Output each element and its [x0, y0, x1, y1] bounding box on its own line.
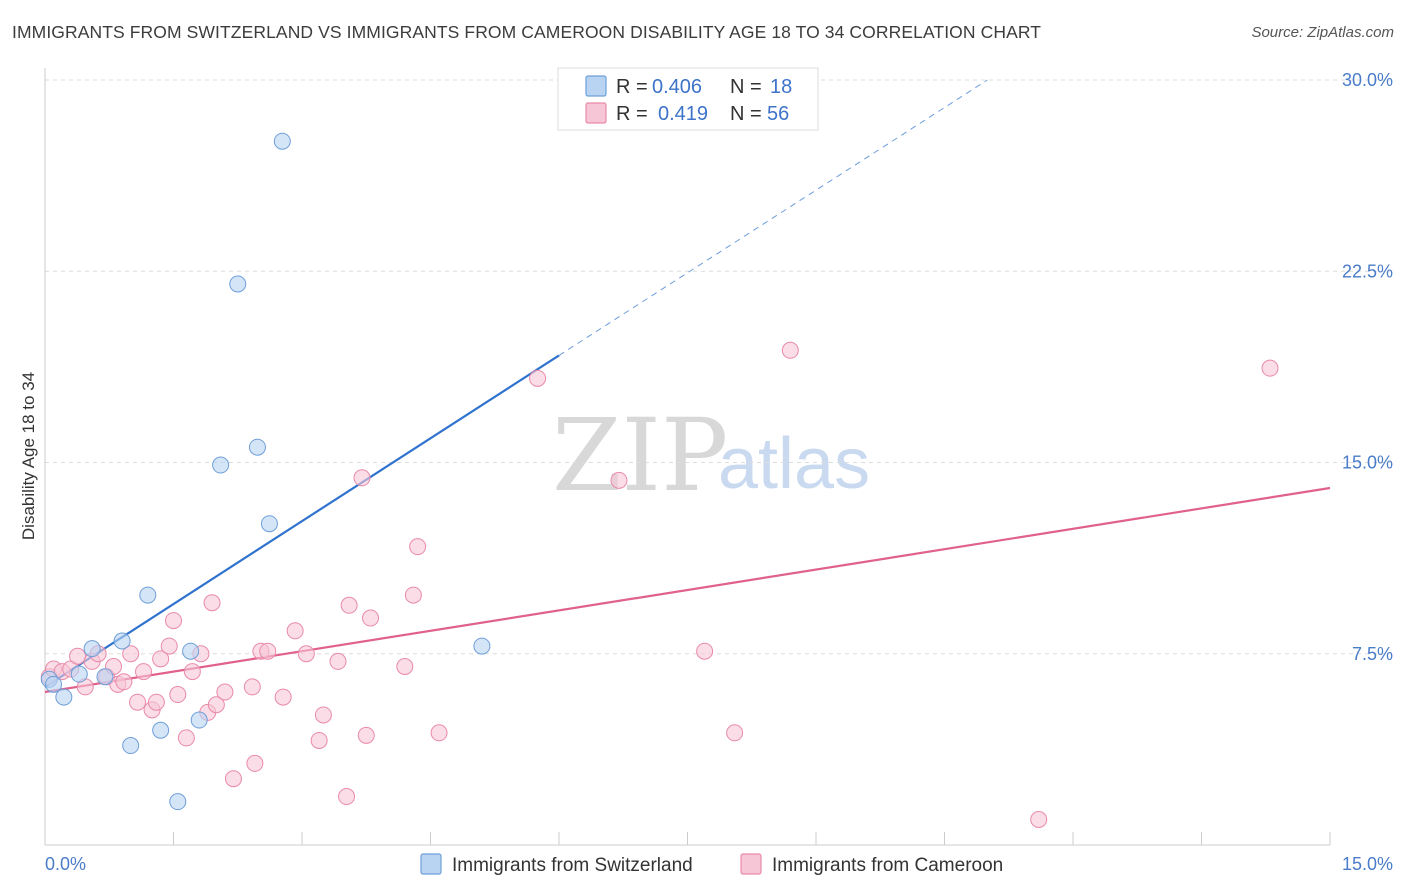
point-switzerland-15	[248, 438, 266, 456]
point-cameroon-38	[329, 652, 347, 670]
point-cameroon-28	[224, 770, 242, 788]
point-cameroon-17	[152, 650, 170, 668]
point-switzerland-10	[169, 793, 187, 811]
watermark-atlas: atlas	[718, 424, 870, 504]
legend-swatch-switzerland	[585, 75, 607, 97]
point-cameroon-30	[246, 754, 264, 772]
point-cameroon-49	[610, 471, 628, 489]
point-cameroon-14	[135, 663, 153, 681]
x-tick-label-1: 15.0%	[1342, 854, 1393, 874]
point-cameroon-51	[726, 724, 744, 742]
point-cameroon-37	[314, 706, 332, 724]
point-cameroon-13	[129, 693, 147, 711]
y-tick-label-2: 22.5%	[1342, 261, 1393, 281]
point-cameroon-33	[274, 688, 292, 706]
y-tick-label-1: 15.0%	[1342, 453, 1393, 473]
point-switzerland-17	[273, 132, 291, 150]
point-cameroon-27	[216, 683, 234, 701]
trend-lines	[44, 79, 1331, 694]
point-cameroon-47	[430, 724, 448, 742]
bottom-legend: Immigrants from Switzerland Immigrants f…	[420, 853, 1003, 876]
watermark: ZIP atlas	[552, 397, 870, 514]
point-cameroon-43	[362, 609, 380, 627]
point-cameroon-16	[147, 693, 165, 711]
point-cameroon-34	[286, 622, 304, 640]
point-cameroon-36	[310, 731, 328, 749]
chart-title: IMMIGRANTS FROM SWITZERLAND VS IMMIGRANT…	[12, 22, 1042, 42]
point-switzerland-13	[212, 456, 230, 474]
point-cameroon-40	[340, 596, 358, 614]
legend-n-label-switzerland: N =	[730, 76, 762, 98]
legend-r-label-cameroon: R =	[616, 103, 648, 125]
point-cameroon-44	[396, 658, 414, 675]
point-cameroon-21	[177, 729, 195, 747]
point-cameroon-53	[1030, 811, 1048, 828]
legend-n-value-cameroon: 56	[767, 103, 789, 125]
point-cameroon-45	[404, 586, 422, 604]
point-cameroon-52	[781, 341, 799, 359]
point-cameroon-4	[69, 647, 87, 665]
point-cameroon-39	[338, 788, 356, 806]
y-axis-label: Disability Age 18 to 34	[19, 372, 38, 540]
legend-r-value-switzerland: 0.406	[652, 76, 702, 98]
trend-line-cameroon	[44, 486, 1331, 694]
point-switzerland-1	[45, 675, 63, 693]
watermark-zip: ZIP	[552, 397, 728, 514]
legend-r-label-switzerland: R =	[616, 76, 648, 98]
point-cameroon-48	[529, 369, 547, 387]
point-cameroon-50	[696, 642, 714, 660]
point-cameroon-18	[160, 637, 178, 655]
trend-line-switzerland-extension	[558, 79, 988, 356]
legend-swatch-cameroon	[585, 102, 607, 124]
legend-r-value-cameroon: 0.419	[658, 103, 708, 125]
y-tick-label-3: 30.0%	[1342, 70, 1393, 90]
point-cameroon-20	[169, 686, 187, 704]
point-cameroon-32	[259, 642, 277, 660]
tick-labels: 7.5% 15.0% 22.5% 30.0% 0.0% 15.0%	[45, 70, 1393, 874]
point-switzerland-4	[83, 640, 101, 658]
point-cameroon-12	[122, 645, 140, 663]
point-cameroon-46	[409, 538, 427, 556]
point-cameroon-42	[357, 726, 375, 744]
bottom-legend-swatch-cameroon	[740, 853, 762, 875]
point-cameroon-25	[203, 594, 221, 612]
y-tick-label-0: 7.5%	[1352, 644, 1393, 664]
source-label: Source: ZipAtlas.com	[1251, 24, 1394, 41]
legend-n-value-switzerland: 18	[770, 76, 792, 98]
point-switzerland-9	[152, 721, 170, 739]
x-tick-label-0: 0.0%	[45, 854, 86, 874]
point-switzerland-18	[473, 637, 491, 655]
point-cameroon-29	[243, 678, 261, 696]
point-cameroon-54	[1261, 359, 1279, 377]
point-cameroon-35	[297, 645, 315, 663]
point-cameroon-41	[353, 469, 371, 487]
bottom-legend-label-cameroon: Immigrants from Cameroon	[772, 855, 1003, 876]
bottom-legend-swatch-switzerland	[420, 853, 442, 875]
point-switzerland-7	[122, 737, 140, 755]
point-cameroon-19	[165, 612, 182, 630]
point-switzerland-5	[96, 668, 114, 686]
point-switzerland-2	[55, 688, 73, 706]
point-cameroon-26	[207, 696, 225, 714]
point-switzerland-14	[229, 275, 247, 293]
trend-line-switzerland	[44, 354, 560, 688]
grid	[45, 79, 1392, 655]
legend: R = 0.406 N = 18 R = 0.419 N = 56	[557, 67, 819, 131]
point-switzerland-8	[139, 586, 157, 604]
point-switzerland-16	[260, 515, 278, 533]
axes	[44, 68, 1331, 846]
data-points	[40, 132, 1279, 828]
point-switzerland-12	[190, 711, 208, 729]
legend-n-label-cameroon: N =	[730, 103, 762, 125]
point-cameroon-22	[183, 663, 201, 681]
point-cameroon-11	[115, 673, 133, 691]
point-switzerland-6	[113, 632, 131, 650]
point-switzerland-11	[182, 642, 200, 660]
bottom-legend-label-switzerland: Immigrants from Switzerland	[452, 855, 693, 876]
point-switzerland-3	[70, 665, 88, 683]
